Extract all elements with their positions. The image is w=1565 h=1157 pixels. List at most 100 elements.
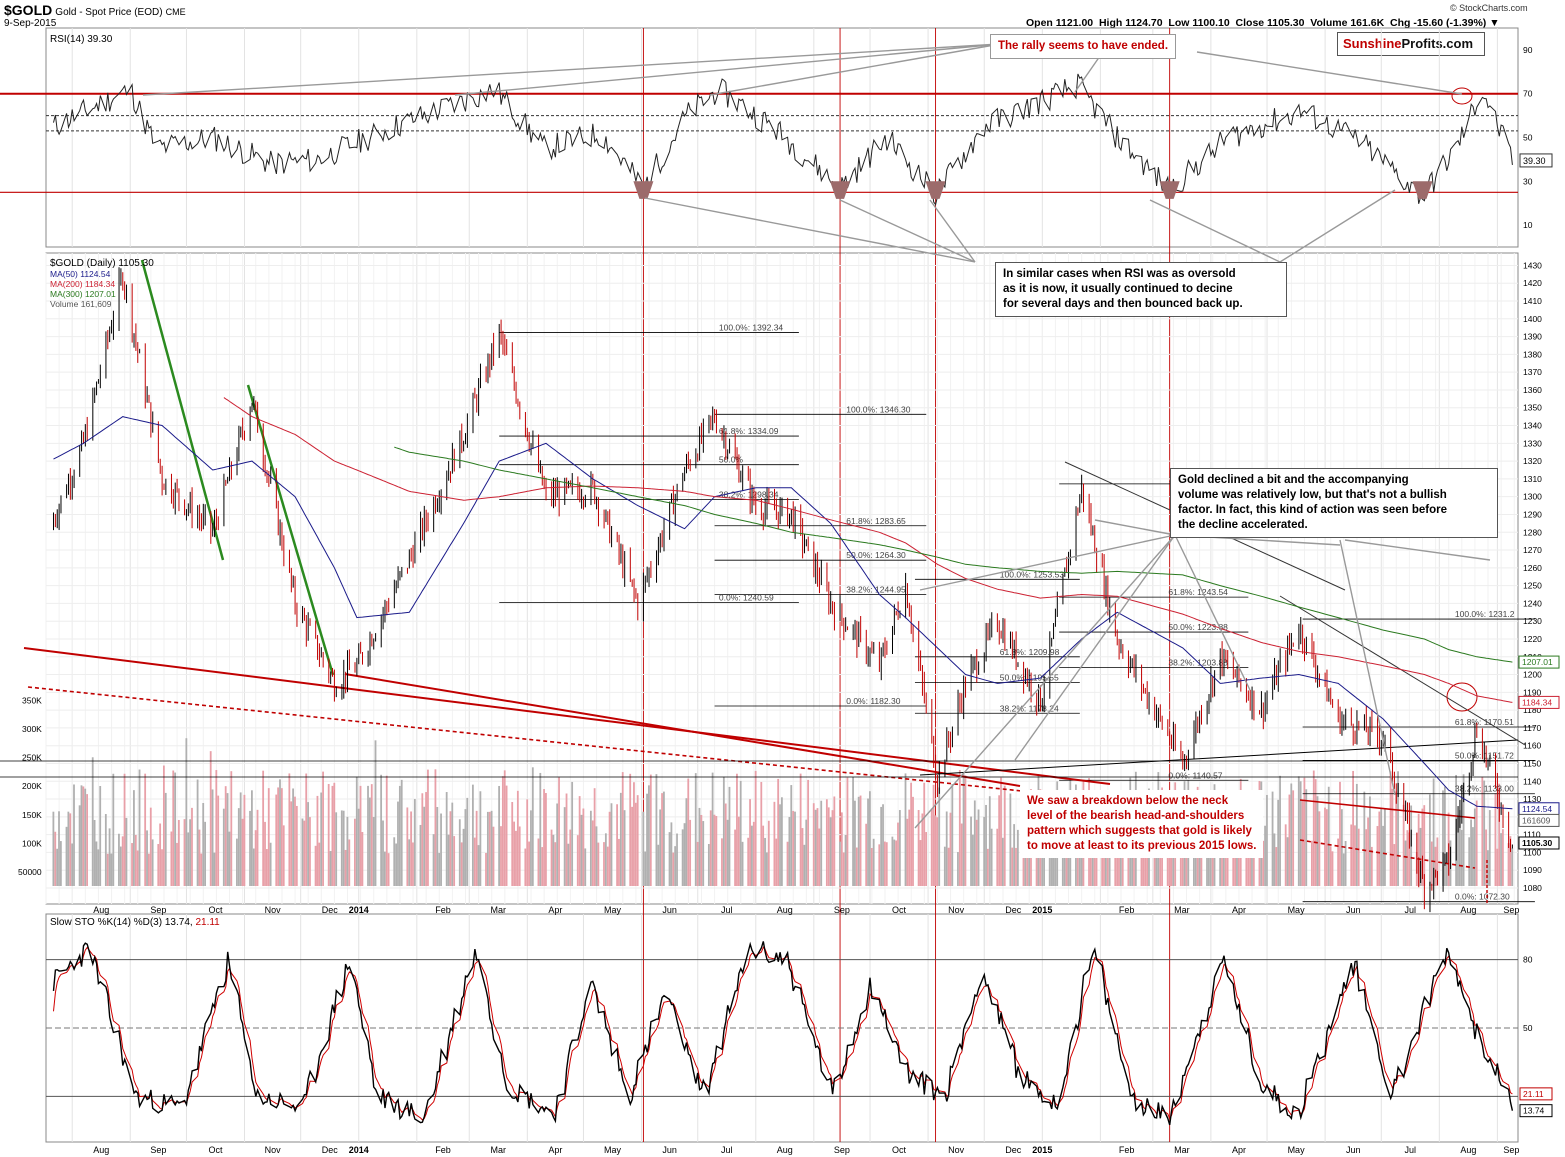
volume-bar (252, 848, 255, 886)
volume-bar (295, 805, 298, 886)
rsi-last-value-box (1519, 153, 1553, 168)
volume-bar (1357, 828, 1360, 886)
volume-bar (1314, 779, 1317, 886)
fib-label: 38.2%: 1178.24 (1000, 703, 1059, 713)
volume-bar (198, 829, 201, 886)
fib-label: 61.8%: 1209.98 (1000, 647, 1060, 657)
volume-bar (228, 831, 231, 886)
volume-bar (1316, 796, 1319, 886)
volume-bar (342, 810, 345, 886)
volume-bar (397, 801, 399, 886)
volume-bar (230, 771, 233, 886)
volume-bar (884, 841, 886, 886)
volume-bar (67, 811, 70, 886)
volume-bar (490, 810, 493, 886)
volume-bar (1299, 781, 1302, 886)
volume-bar (1013, 824, 1016, 886)
volume-bar (202, 802, 205, 886)
rsi-y-tick: 70 (1523, 89, 1533, 99)
price-y-tick: 1180 (1523, 705, 1542, 715)
volume-bar (215, 770, 218, 886)
volume-bar (138, 769, 141, 886)
volume-bar (1325, 809, 1328, 886)
fib-label: 61.8%: 1283.65 (846, 516, 906, 526)
volume-bar (803, 844, 806, 886)
volume-bar (398, 785, 401, 886)
volume-bar (1355, 783, 1358, 886)
volume-bar (91, 757, 94, 886)
volume-bar (694, 773, 697, 886)
volume-bar (1494, 793, 1497, 886)
rally-pointer (142, 43, 1001, 96)
volume-bar (957, 852, 959, 886)
volume-bar (1003, 785, 1006, 886)
fib-label: 100.0%: 1346.30 (846, 404, 911, 414)
sto-title-text: Slow STO %K(14) %D(3) (50, 917, 162, 928)
legend-ma50: MA(50) 1124.54 (50, 269, 111, 279)
volume-bar (241, 818, 244, 886)
volume-bar (846, 777, 849, 886)
volume-note-line-3: factor. In fact, this kind of action was… (1178, 504, 1448, 516)
price-last-label-box (1518, 655, 1560, 669)
volume-bar (870, 848, 873, 886)
volume-bar (211, 789, 214, 886)
volume-bar (1462, 774, 1465, 886)
volume-bar (382, 820, 384, 886)
volume-bars (52, 738, 1514, 886)
volume-bar (606, 846, 609, 886)
volume-bar (1378, 811, 1381, 886)
volume-bar (58, 811, 60, 886)
volume-bar (1009, 793, 1012, 886)
volume-bar (754, 770, 757, 886)
volume-bar (825, 799, 828, 886)
volume-bar (498, 785, 501, 886)
volume-bar (314, 845, 317, 886)
volume-bar (1290, 783, 1293, 886)
volume-bar (985, 804, 987, 886)
volume-bar (766, 852, 768, 886)
x-tick-label-price: Sep (834, 905, 850, 915)
volume-bar (554, 842, 557, 886)
volume-bar (996, 828, 999, 886)
volume-bar (700, 814, 703, 886)
rsi-series (53, 73, 1513, 206)
volume-bar (95, 841, 98, 886)
sto-title: Slow STO %K(14) %D(3) 13.74, 21.11 (50, 917, 220, 928)
volume-bar (741, 841, 744, 886)
volume-bar (69, 813, 72, 886)
volume-bar (146, 830, 148, 886)
volume-bar (383, 851, 386, 886)
volume-bar (372, 816, 375, 886)
volume-pointer (1094, 519, 1176, 536)
volume-bar (545, 793, 547, 886)
volume-bar (348, 839, 351, 886)
volume-bar (528, 841, 530, 886)
moving-average-line (53, 416, 1513, 810)
volume-bar (1473, 808, 1476, 886)
x-tick-label-sto: Aug (1460, 1145, 1476, 1155)
volume-bar (925, 832, 928, 886)
volume-bar (788, 817, 791, 886)
volume-bar (1402, 804, 1405, 886)
rsi-annotation: In similar cases when RSI was as oversol… (995, 262, 1287, 317)
volume-bar (938, 787, 941, 886)
rsi-note-line-1: In similar cases when RSI was as oversol… (1003, 268, 1236, 280)
fib-label: 0.0%: 1072.30 (1455, 892, 1510, 902)
volume-bar (1457, 816, 1459, 886)
rsi-y-tick: 30 (1523, 176, 1533, 186)
price-y-tick: 1140 (1523, 776, 1542, 786)
volume-bar (400, 779, 403, 886)
volume-bar (393, 837, 396, 886)
volume-bar (516, 790, 519, 886)
volume-bar (204, 821, 206, 886)
volume-bar (659, 809, 662, 886)
volume-bar (777, 778, 780, 886)
x-tick-label-price: Dec (322, 905, 339, 915)
volume-bar (59, 841, 62, 886)
volume-bar (385, 775, 388, 886)
volume-bar (213, 852, 216, 886)
volume-bar (672, 852, 675, 886)
volume-bar (973, 800, 976, 886)
volume-bar (689, 819, 692, 886)
volume-bar (1041, 838, 1044, 886)
